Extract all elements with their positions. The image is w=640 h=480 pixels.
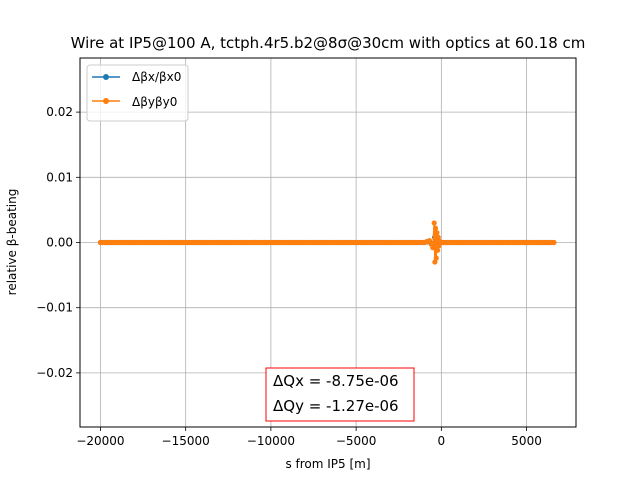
y-tick-label: 0.02 <box>46 105 73 119</box>
y-tick-label: 0.00 <box>46 236 73 250</box>
legend-label-y: Δβyβy0 <box>132 95 177 109</box>
data-point <box>430 245 436 251</box>
x-tick-label: −5000 <box>336 434 377 448</box>
legend-marker-y <box>103 98 109 104</box>
data-point <box>435 234 441 240</box>
data-point <box>551 239 557 246</box>
x-axis-label: s from IP5 [m] <box>285 457 370 471</box>
data-point <box>434 230 440 236</box>
y-tick-label: −0.01 <box>36 301 73 315</box>
data-point <box>432 225 439 231</box>
data-point <box>435 247 441 253</box>
x-tick-label: −20000 <box>76 434 124 448</box>
y-tick-label: −0.02 <box>36 366 73 380</box>
ticks: −20000 −15000 −10000 −5000 0 5000 −0.02 −0.01 0.… <box>36 105 542 448</box>
legend: Δβx/βx0 Δβyβy0 <box>86 64 189 122</box>
data-point <box>433 255 439 261</box>
annotation-box <box>265 367 415 422</box>
x-tick-label: −15000 <box>162 434 210 448</box>
annotation-qx: ΔQx = -8.75e-06 <box>273 372 399 390</box>
x-tick-label: 0 <box>438 434 446 448</box>
legend-marker-x <box>103 74 109 80</box>
tune-shift-annotation: ΔQx = -8.75e-06 ΔQy = -1.27e-06 <box>265 367 415 422</box>
data-point <box>432 259 438 265</box>
chart-title: Wire at IP5@100 A, tctph.4r5.b2@8σ@30cm … <box>71 34 586 52</box>
x-tick-label: 5000 <box>511 434 542 448</box>
legend-label-x: Δβx/βx0 <box>132 70 181 84</box>
y-tick-label: 0.01 <box>46 170 73 184</box>
legend-box <box>86 64 189 122</box>
annotation-qy: ΔQy = -1.27e-06 <box>273 397 399 415</box>
series-1 <box>97 220 557 265</box>
data-point <box>431 220 437 226</box>
x-tick-label: −10000 <box>247 434 295 448</box>
y-axis-label: relative β-beating <box>5 189 19 296</box>
series-layer <box>97 220 557 265</box>
